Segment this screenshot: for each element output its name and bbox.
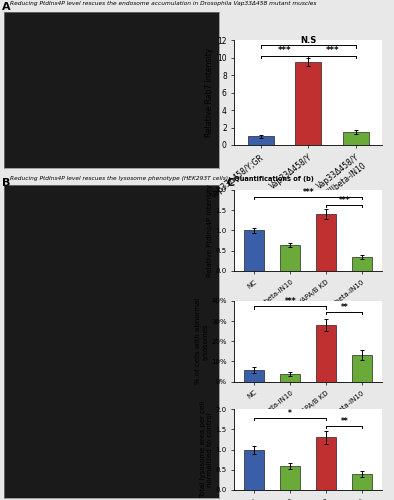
- Y-axis label: % of cells with abnormal
lysosomes: % of cells with abnormal lysosomes: [195, 298, 208, 384]
- Text: **: **: [340, 416, 348, 426]
- Y-axis label: Relative Rab7 intensity: Relative Rab7 intensity: [205, 48, 214, 137]
- Text: *: *: [288, 408, 292, 418]
- Bar: [281, 244, 300, 271]
- Text: ***: ***: [303, 188, 314, 197]
- Text: ***: ***: [278, 46, 291, 55]
- Bar: [343, 132, 369, 145]
- Text: Reducing PtdIns4P level rescues the endosome accumulation in Drosophila Vap33Δ45: Reducing PtdIns4P level rescues the endo…: [10, 1, 316, 6]
- Text: N.S: N.S: [300, 36, 316, 44]
- Text: ***: ***: [338, 196, 350, 205]
- Text: C: C: [227, 178, 235, 188]
- Bar: [316, 214, 336, 271]
- Bar: [353, 474, 372, 490]
- Text: **: **: [340, 302, 348, 312]
- Bar: [316, 438, 336, 490]
- Y-axis label: Total lysosome area per cell
normalized to control: Total lysosome area per cell normalized …: [200, 401, 213, 498]
- Bar: [244, 450, 264, 490]
- Bar: [244, 370, 264, 382]
- Bar: [353, 356, 372, 382]
- Y-axis label: Relative PtdIns4P intensity: Relative PtdIns4P intensity: [207, 184, 213, 277]
- Text: Quantifications of (b): Quantifications of (b): [234, 176, 314, 182]
- Text: ***: ***: [325, 46, 339, 55]
- Bar: [353, 256, 372, 271]
- Bar: [244, 230, 264, 271]
- Text: ***: ***: [284, 297, 296, 306]
- Text: A: A: [2, 2, 11, 12]
- Bar: [281, 466, 300, 490]
- Bar: [247, 136, 274, 145]
- Bar: [295, 62, 322, 145]
- Text: B: B: [2, 178, 10, 188]
- Text: Reducing PtdIns4P level rescues the lysosome phenotype (HEK293T cells): Reducing PtdIns4P level rescues the lyso…: [10, 176, 228, 181]
- Bar: [281, 374, 300, 382]
- Bar: [316, 325, 336, 382]
